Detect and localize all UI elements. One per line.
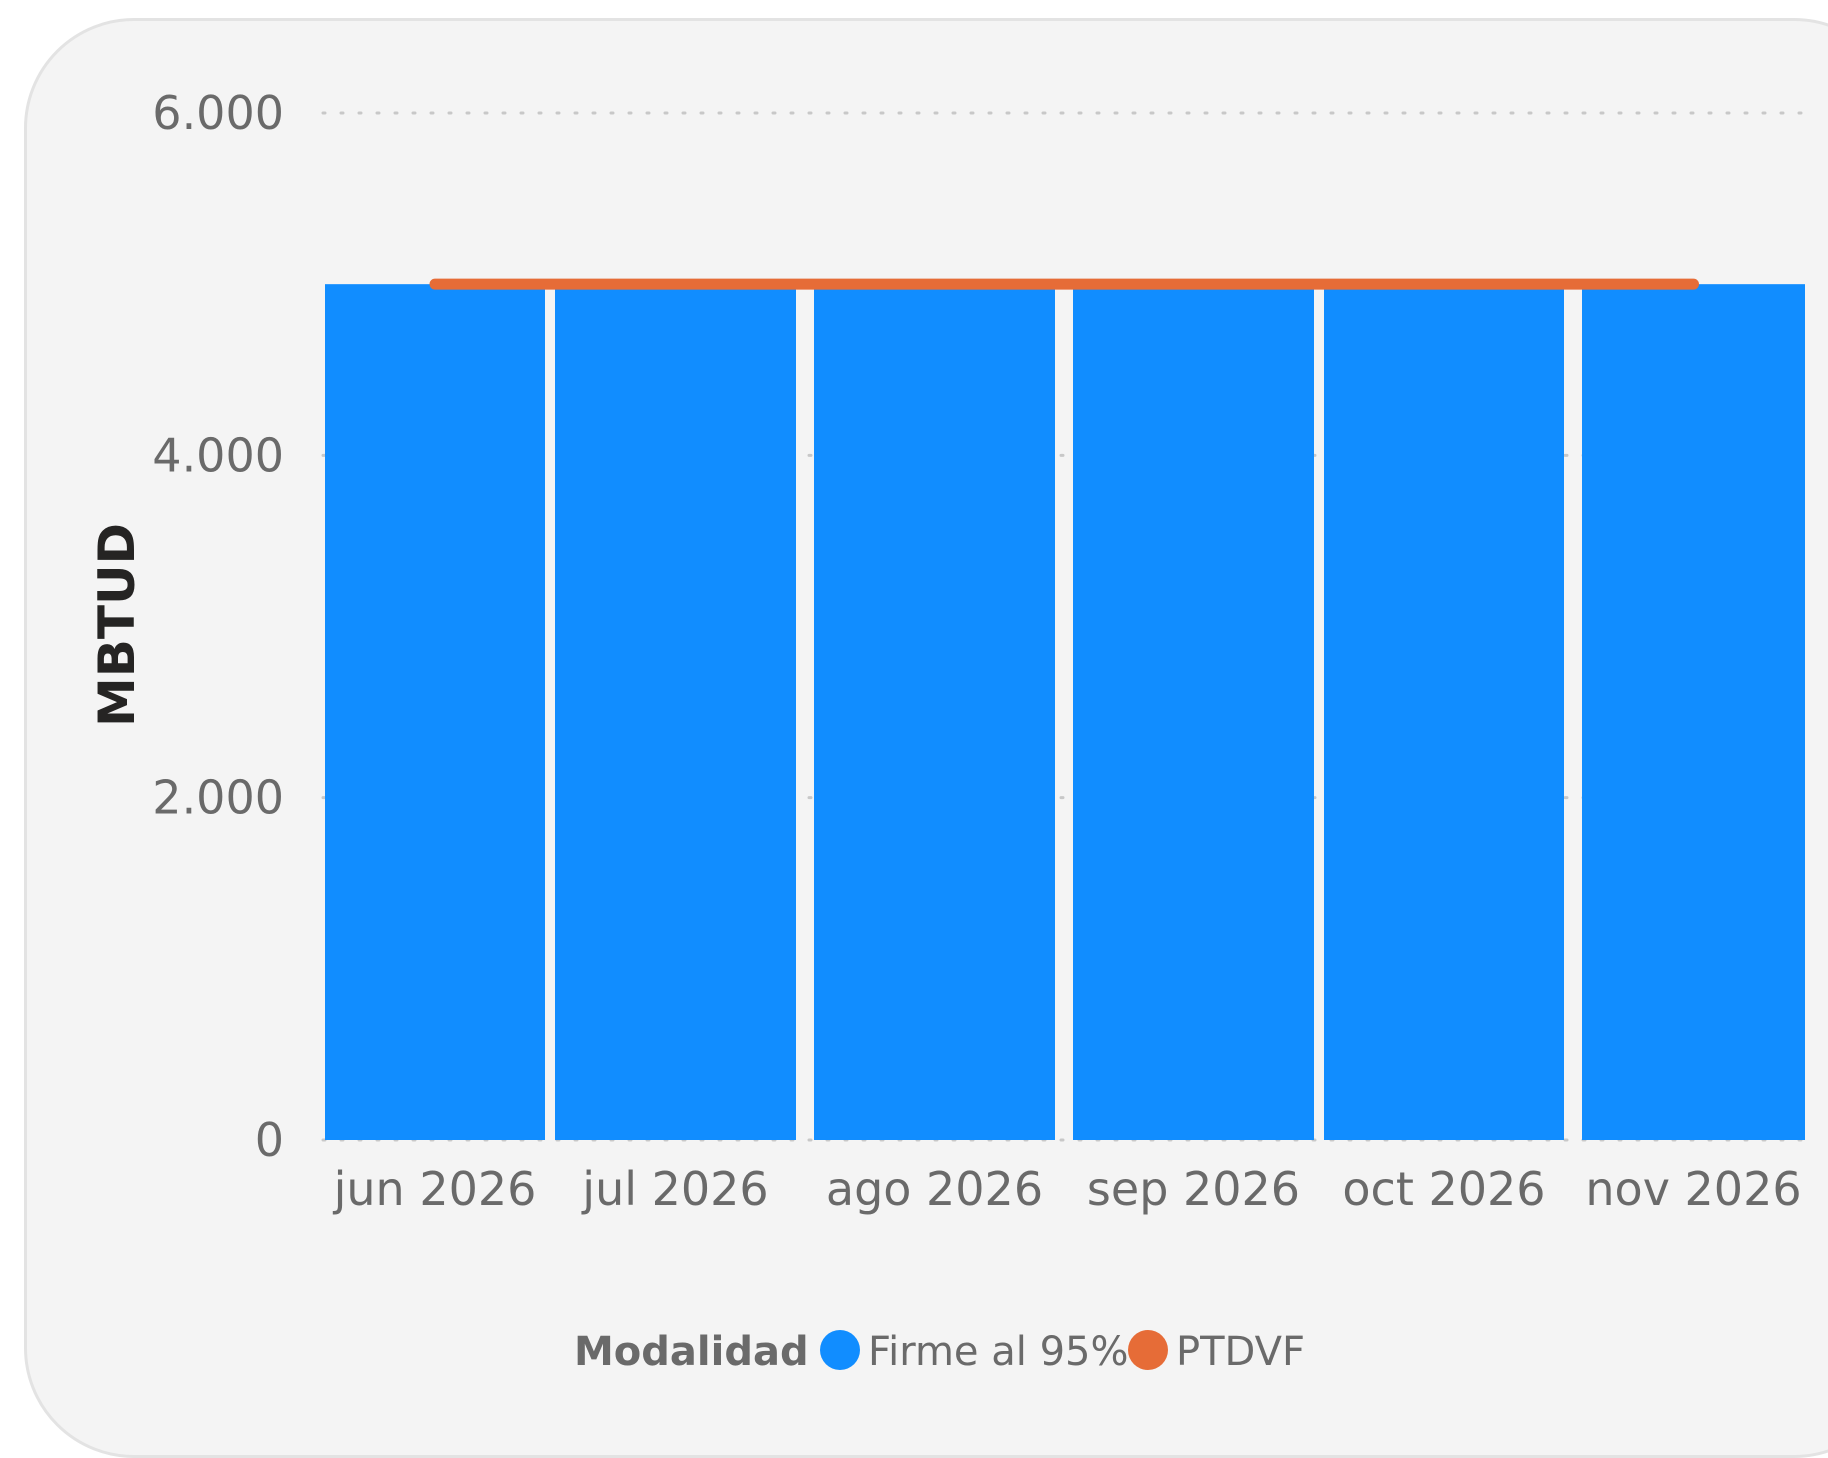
x-tick-label: oct 2026: [1342, 1162, 1545, 1216]
bar[interactable]: [1582, 284, 1805, 1141]
y-tick-label: 6.000: [152, 86, 284, 140]
x-tick-label: jun 2026: [333, 1162, 537, 1216]
y-tick-label: 4.000: [152, 428, 284, 482]
legend-marker: [1128, 1330, 1168, 1370]
x-tick-label: nov 2026: [1585, 1162, 1801, 1216]
bar-series: [325, 284, 1805, 1141]
bar[interactable]: [814, 284, 1055, 1141]
y-tick-label: 0: [255, 1113, 284, 1167]
bar[interactable]: [1073, 284, 1314, 1141]
legend-label[interactable]: Firme al 95%: [868, 1329, 1129, 1375]
x-tick-label: sep 2026: [1087, 1162, 1300, 1216]
legend-title: Modalidad: [574, 1329, 809, 1375]
bar[interactable]: [325, 284, 545, 1141]
x-tick-label: jul 2026: [581, 1162, 768, 1216]
legend-marker: [820, 1330, 860, 1370]
legend: Modalidad Firme al 95% PTDVF: [574, 1329, 1305, 1375]
gridlines: [321, 111, 1807, 1142]
bar[interactable]: [555, 284, 796, 1141]
y-axis-label: MBTUD: [88, 523, 146, 727]
legend-label[interactable]: PTDVF: [1176, 1329, 1305, 1375]
y-tick-label: 2.000: [152, 771, 284, 825]
x-axis-ticks: jun 2026 jul 2026 ago 2026 sep 2026 oct 2026…: [333, 1162, 1802, 1216]
x-tick-label: ago 2026: [826, 1162, 1043, 1216]
bar[interactable]: [1324, 284, 1564, 1141]
y-axis-ticks: 0 2.000 4.000 6.000: [152, 86, 284, 1167]
